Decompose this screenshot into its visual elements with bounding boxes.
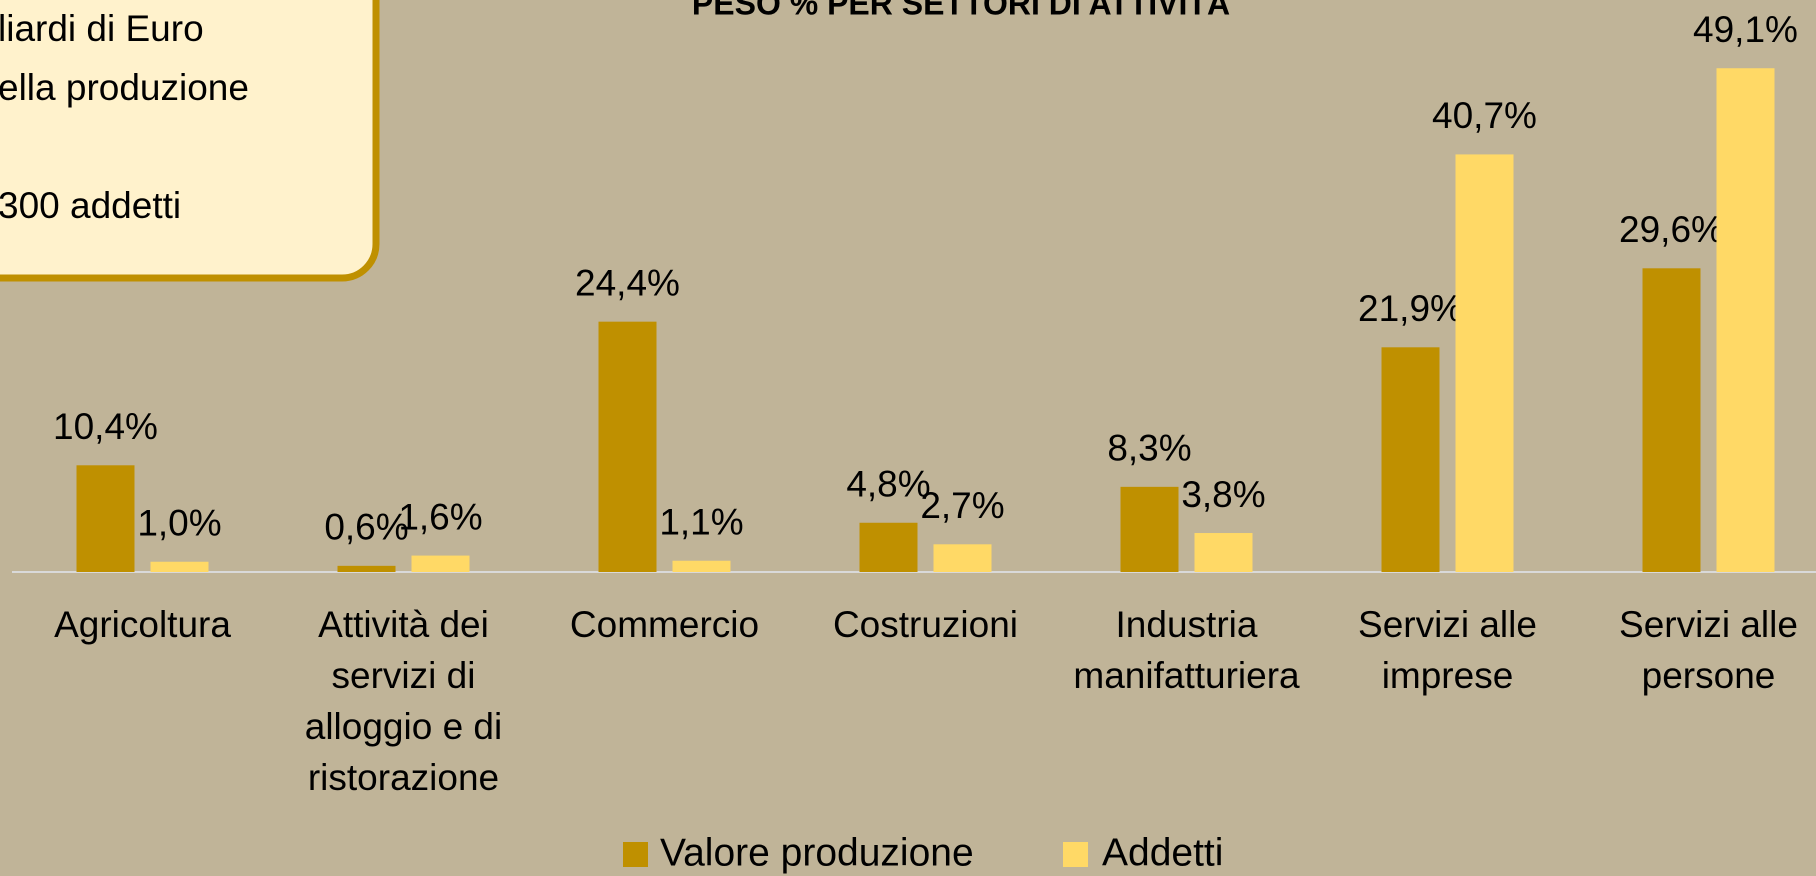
data-label: 1,6%: [398, 496, 482, 537]
x-tick-label: Servizi alle imprese: [1358, 604, 1537, 696]
data-label: 29,6%: [1619, 209, 1724, 250]
x-tick-label: Industria manifatturiera: [1073, 604, 1300, 696]
bar: [598, 321, 657, 572]
data-label: 2,7%: [920, 485, 1004, 526]
bar: [1716, 68, 1775, 572]
data-label: 49,1%: [1693, 9, 1798, 50]
info-text: liardi di Euro: [0, 8, 204, 49]
x-tick-label: Costruzioni: [833, 604, 1018, 645]
bar: [1381, 347, 1440, 572]
data-label: 3,8%: [1181, 474, 1265, 515]
data-label: 1,1%: [659, 501, 743, 542]
x-tick-label: Commercio: [570, 604, 759, 645]
legend-swatch: [1063, 842, 1088, 867]
bar: [411, 555, 470, 572]
bar: [1120, 486, 1179, 572]
data-label: 24,4%: [575, 262, 680, 303]
data-label: 10,4%: [53, 406, 158, 447]
bar: [859, 522, 918, 572]
bar: [1455, 154, 1514, 572]
bar: [672, 560, 731, 572]
data-label: 8,3%: [1107, 428, 1191, 469]
info-box: [0, 0, 380, 282]
info-text: 300 addetti: [0, 185, 181, 226]
legend-label: Addetti: [1102, 831, 1223, 874]
data-label: 1,0%: [137, 503, 221, 544]
bar: [150, 561, 209, 572]
data-label: 21,9%: [1358, 288, 1463, 329]
bar: [933, 544, 992, 572]
bar: [337, 565, 396, 572]
x-tick-label: Servizi alle persone: [1619, 604, 1798, 696]
bar: [1194, 533, 1253, 572]
chart-title: PESO % PER SETTORI DI ATTIVITÀ: [692, 0, 1230, 21]
legend-label: Valore produzione: [660, 831, 974, 874]
data-label: 40,7%: [1432, 95, 1537, 136]
bar: [76, 465, 135, 572]
x-tick-label: Attività dei servizi di alloggio e di risto…: [305, 604, 502, 798]
data-label: 0,6%: [324, 507, 408, 548]
bar: [1642, 268, 1701, 572]
data-label: 4,8%: [846, 464, 930, 505]
legend-swatch: [623, 842, 648, 867]
info-text: ella produzione: [0, 67, 249, 108]
x-tick-label: Agricoltura: [54, 604, 231, 645]
